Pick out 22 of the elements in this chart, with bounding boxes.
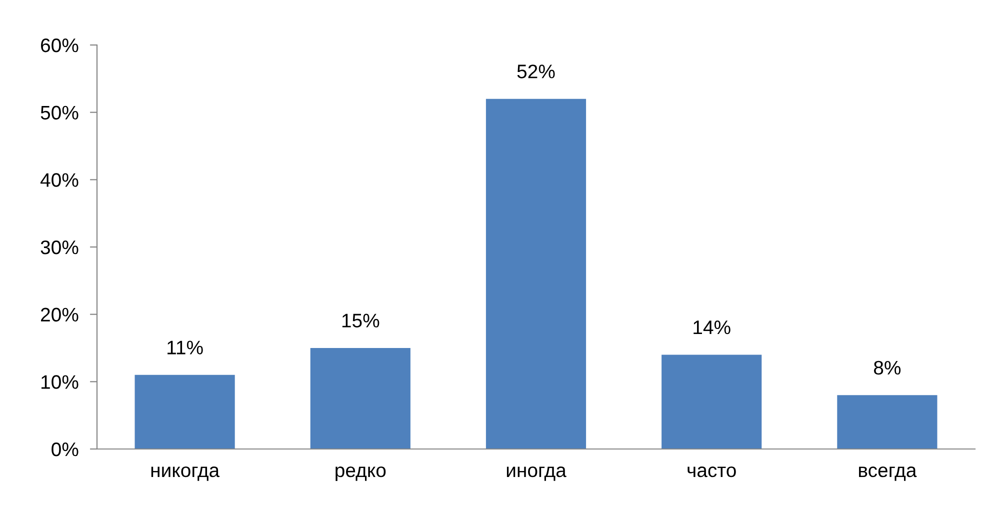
data-label: 8% bbox=[874, 360, 901, 375]
bar bbox=[134, 374, 235, 449]
data-label: 15% bbox=[342, 314, 380, 328]
x-tick-label: иногда bbox=[506, 466, 566, 481]
y-tick-label: 30% bbox=[40, 240, 78, 254]
y-tick-label: 20% bbox=[41, 308, 78, 322]
y-tick-label: 10% bbox=[42, 375, 78, 389]
data-label: 14% bbox=[694, 320, 730, 334]
bar bbox=[486, 98, 586, 449]
x-tick-label: никогда bbox=[151, 466, 220, 481]
bar bbox=[837, 395, 938, 449]
bar bbox=[310, 348, 410, 449]
y-tick-label: 40% bbox=[40, 173, 78, 187]
y-tick-label: 50% bbox=[40, 106, 78, 120]
x-tick-label: часто bbox=[688, 466, 736, 478]
y-tick-label: 60% bbox=[41, 38, 78, 52]
bar bbox=[662, 354, 762, 449]
data-label: 52% bbox=[517, 64, 555, 78]
data-label: 11% bbox=[168, 340, 203, 354]
y-tick-label: 0% bbox=[52, 442, 78, 456]
x-tick-label: всегда bbox=[859, 466, 917, 481]
x-tick-label: редко bbox=[336, 466, 386, 482]
